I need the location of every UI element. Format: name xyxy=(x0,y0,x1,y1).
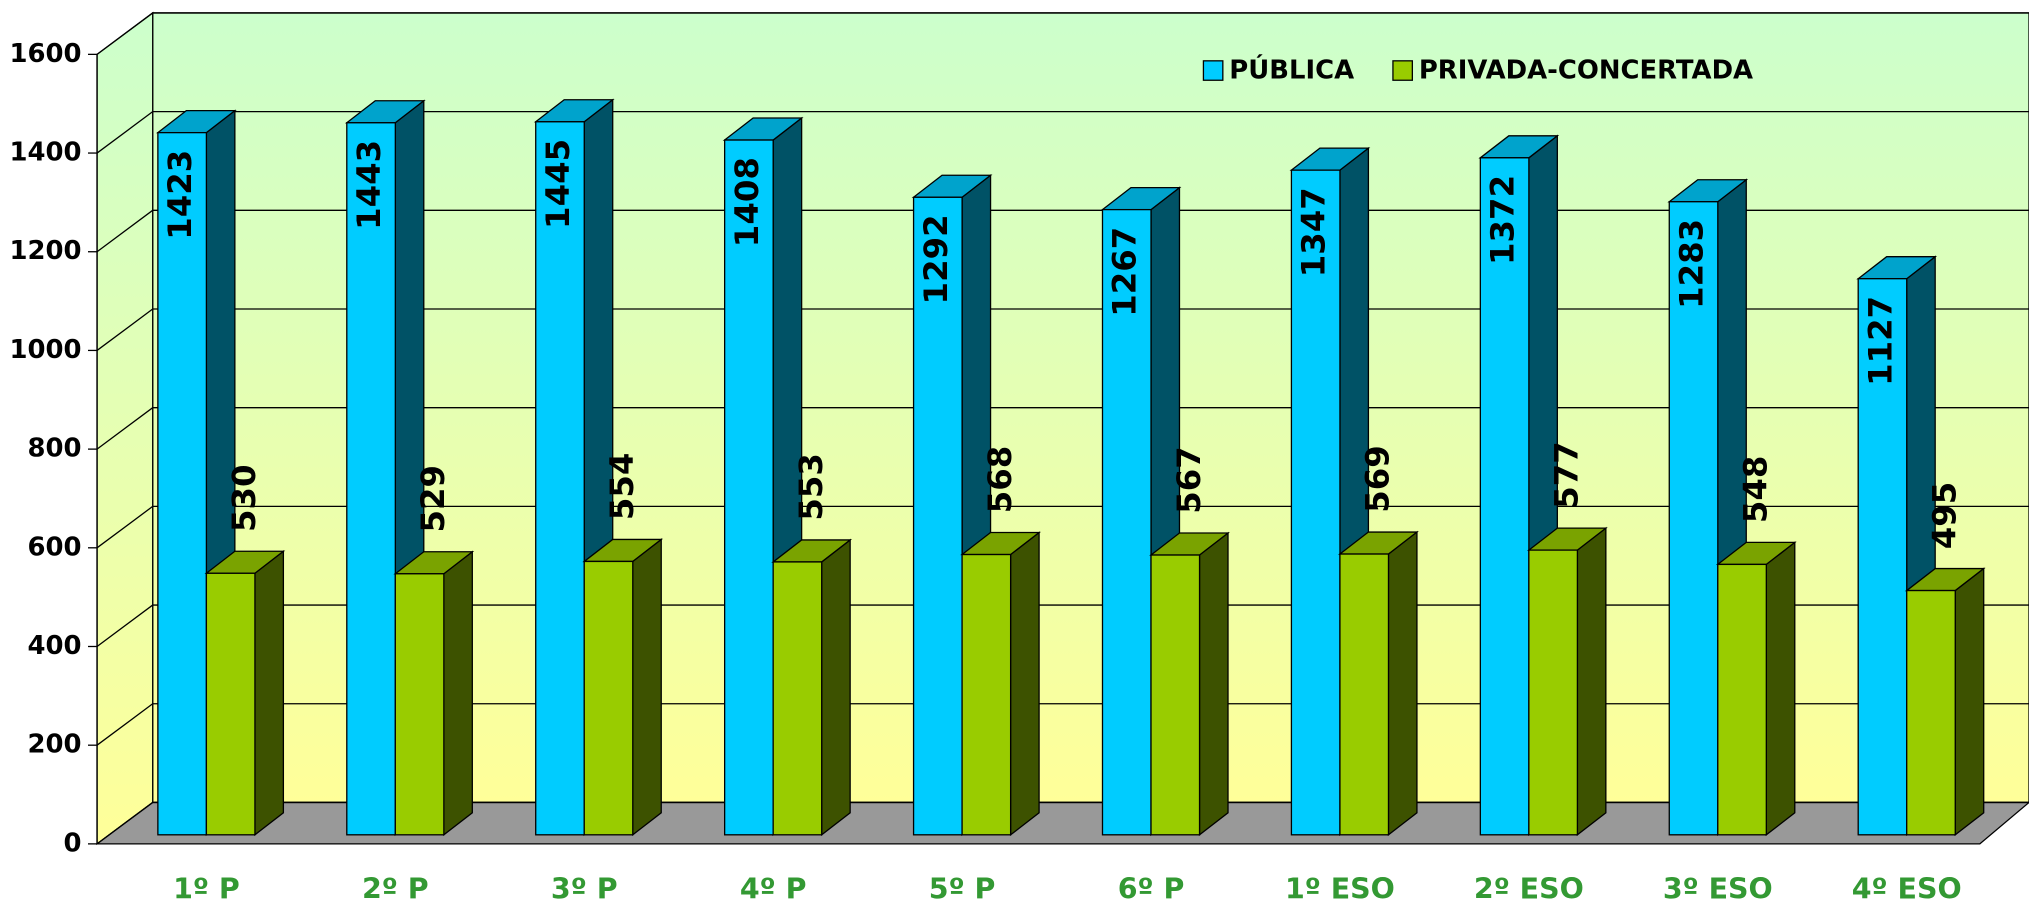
y-tick-label: 200 xyxy=(28,730,82,760)
bar-front xyxy=(205,572,256,836)
data-label: 1408 xyxy=(728,157,766,247)
grid-line xyxy=(96,801,154,845)
data-label: 553 xyxy=(792,453,830,521)
data-label: 577 xyxy=(1548,441,1586,509)
legend-swatch xyxy=(1202,60,1224,81)
bar-front xyxy=(583,560,634,836)
data-label: 567 xyxy=(1170,446,1208,514)
data-label: 1372 xyxy=(1484,175,1522,265)
y-tick-label: 1000 xyxy=(10,335,82,365)
data-label: 1347 xyxy=(1295,187,1333,277)
data-label: 1443 xyxy=(350,140,388,230)
y-tick-label: 1200 xyxy=(10,236,82,266)
data-label: 530 xyxy=(225,464,263,532)
data-label: 569 xyxy=(1359,445,1397,513)
bar-side xyxy=(443,550,473,837)
bar xyxy=(393,550,475,837)
bar-side xyxy=(254,549,285,837)
x-tick-label: 6º P xyxy=(1118,872,1185,905)
bar-front xyxy=(1668,201,1719,836)
bar-side xyxy=(1954,567,1985,837)
y-tick-label: 600 xyxy=(28,532,82,562)
bar-front xyxy=(1528,549,1579,836)
bar xyxy=(155,109,237,837)
grid-line xyxy=(96,12,154,55)
legend-swatch xyxy=(1392,60,1413,81)
grid-line xyxy=(96,604,154,648)
grid-line xyxy=(96,407,154,450)
data-label: 1423 xyxy=(161,150,199,240)
data-label: 1127 xyxy=(1861,296,1899,386)
grid-line xyxy=(96,111,154,154)
plot: 0 200 400 600 800 1000 1200 1400 1600 1423 530 1º P… xyxy=(10,12,2029,905)
data-label: 529 xyxy=(414,465,452,533)
x-tick-label: 5º P xyxy=(929,872,996,905)
data-label: 568 xyxy=(981,446,1019,514)
y-tick-label: 1600 xyxy=(10,39,82,69)
bar-front xyxy=(1101,208,1152,836)
bar-side xyxy=(632,538,662,837)
bar-side xyxy=(1576,526,1607,837)
bar-front xyxy=(723,139,774,836)
grid-line xyxy=(96,209,154,253)
bar-side xyxy=(1198,531,1229,837)
bar-front xyxy=(346,122,396,836)
y-tick-label: 800 xyxy=(28,434,82,464)
x-tick-label: 3º ESO xyxy=(1663,872,1773,905)
bar xyxy=(582,538,664,837)
legend-label: PRIVADA-CONCERTADA xyxy=(1419,56,1753,86)
grid-line xyxy=(96,703,154,746)
bar xyxy=(1526,526,1608,837)
bar-front xyxy=(772,561,823,836)
y-tick-label: 400 xyxy=(28,631,82,661)
x-tick-label: 2º P xyxy=(362,872,429,905)
bar-front xyxy=(157,131,208,836)
y-tick-label: 0 xyxy=(64,828,82,858)
data-label: 1267 xyxy=(1106,227,1144,317)
data-label: 495 xyxy=(1926,482,1964,550)
grid-line xyxy=(96,308,154,351)
bar xyxy=(204,549,286,837)
bar-side xyxy=(1009,531,1040,837)
data-label: 1292 xyxy=(917,214,955,304)
bar xyxy=(771,538,853,837)
bar-front xyxy=(1717,563,1767,836)
x-tick-label: 2º ESO xyxy=(1474,872,1584,905)
bar xyxy=(1904,567,1986,837)
bar-front xyxy=(1150,554,1201,836)
data-label: 1445 xyxy=(539,139,577,229)
data-label: 1283 xyxy=(1673,219,1711,309)
bar-side xyxy=(1765,541,1796,837)
bar-side xyxy=(1387,530,1418,837)
bar xyxy=(960,531,1041,837)
x-tick-label: 1º ESO xyxy=(1285,872,1395,905)
bar xyxy=(1338,530,1419,837)
legend-label: PÚBLICA xyxy=(1229,54,1354,86)
data-label: 548 xyxy=(1737,456,1775,524)
bar-front xyxy=(912,196,963,836)
bar xyxy=(1715,541,1797,837)
x-tick-label: 1º P xyxy=(173,872,240,905)
bar-front xyxy=(1290,169,1341,836)
y-tick-label: 1400 xyxy=(10,138,82,168)
bar-side xyxy=(821,538,851,837)
bar-front xyxy=(1857,278,1908,836)
bar-front xyxy=(1906,589,1956,836)
bar xyxy=(1149,531,1230,837)
grid-line xyxy=(96,505,154,549)
x-tick-label: 4º P xyxy=(740,872,807,905)
bar-front xyxy=(535,121,585,836)
x-tick-label: 4º ESO xyxy=(1852,872,1962,905)
x-tick-label: 3º P xyxy=(551,872,618,905)
bar-front xyxy=(394,573,445,836)
bar-front xyxy=(1339,553,1390,836)
bar-front xyxy=(961,553,1012,836)
bar-front xyxy=(1479,157,1530,836)
data-label: 554 xyxy=(603,453,641,521)
